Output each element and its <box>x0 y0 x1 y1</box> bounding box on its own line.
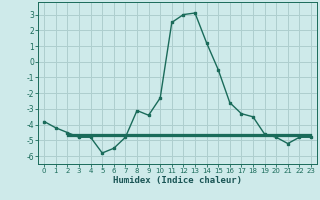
X-axis label: Humidex (Indice chaleur): Humidex (Indice chaleur) <box>113 176 242 185</box>
